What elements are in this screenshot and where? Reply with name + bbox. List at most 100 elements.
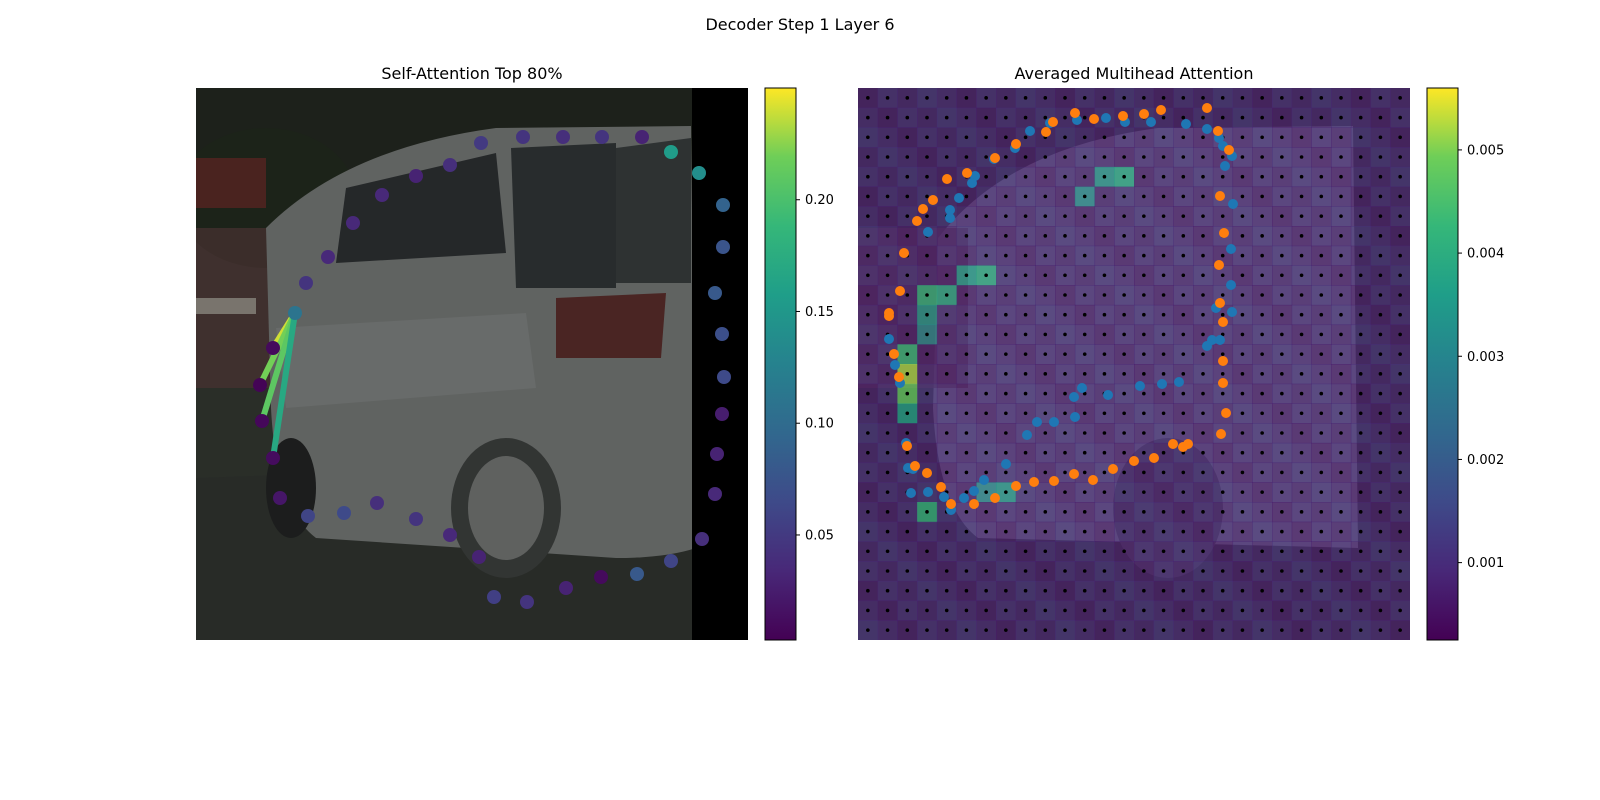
- grid-dot: [1142, 431, 1146, 435]
- grid-dot: [1339, 628, 1343, 632]
- grid-dot: [1339, 332, 1343, 337]
- grid-dot: [1082, 234, 1087, 238]
- grid-dot: [984, 549, 988, 554]
- grid-dot: [984, 431, 988, 435]
- sample-point-blue: [1181, 119, 1191, 129]
- grid-dot: [1280, 431, 1284, 435]
- grid-dot: [1201, 490, 1205, 494]
- grid-dot: [1260, 293, 1264, 297]
- grid-dot: [1161, 529, 1166, 534]
- grid-dot: [1082, 608, 1087, 613]
- grid-dot: [1240, 135, 1245, 140]
- grid-dot: [1102, 293, 1107, 297]
- grid-dot: [925, 96, 929, 100]
- grid-dot: [1398, 510, 1402, 514]
- grid-dot: [1319, 135, 1324, 140]
- grid-dot: [905, 450, 910, 455]
- sample-point-orange: [1149, 453, 1159, 463]
- sample-point-orange: [1118, 111, 1128, 121]
- grid-dot: [1082, 332, 1087, 337]
- grid-dot: [1181, 174, 1186, 179]
- sample-point-blue: [1070, 412, 1080, 422]
- grid-dot: [1004, 155, 1008, 159]
- grid-dot: [1063, 510, 1067, 514]
- grid-dot: [1201, 431, 1205, 435]
- grid-dot: [1102, 588, 1107, 593]
- grid-dot: [1220, 312, 1225, 317]
- grid-dot: [1043, 273, 1048, 278]
- sample-point-blue: [1025, 126, 1035, 136]
- grid-dot: [984, 174, 988, 179]
- sample-point-orange: [946, 499, 956, 509]
- grid-dot: [984, 312, 988, 317]
- grid-dot: [1043, 155, 1048, 159]
- grid-dot: [1240, 411, 1245, 416]
- grid-dot: [866, 490, 870, 494]
- grid-dot: [1122, 352, 1126, 356]
- grid-dot: [1260, 470, 1264, 475]
- grid-dot: [1102, 312, 1107, 317]
- grid-dot: [1398, 312, 1402, 317]
- grid-dot: [1122, 214, 1126, 218]
- grid-dot: [1280, 391, 1284, 396]
- grid-dot: [1319, 115, 1324, 120]
- grid-dot: [1102, 450, 1107, 455]
- grid-dot: [1319, 194, 1324, 199]
- grid-dot: [1398, 549, 1402, 554]
- grid-dot: [905, 608, 910, 613]
- colorbar-tick-label: 0.001: [1467, 556, 1504, 571]
- grid-dot: [866, 588, 870, 593]
- grid-dot: [1063, 391, 1067, 396]
- sample-point-orange: [1219, 228, 1229, 238]
- grid-dot: [1063, 569, 1067, 573]
- grid-dot: [1063, 293, 1067, 297]
- grid-dot: [1220, 510, 1225, 514]
- grid-dot: [1280, 490, 1284, 494]
- grid-dot: [1319, 155, 1324, 159]
- grid-dot: [1201, 510, 1205, 514]
- colorbar-tick-label: 0.10: [805, 417, 834, 432]
- sample-point-blue: [884, 334, 894, 344]
- grid-dot: [964, 115, 969, 120]
- grid-dot: [1004, 293, 1008, 297]
- grid-dot: [964, 411, 969, 416]
- grid-dot: [1339, 549, 1343, 554]
- grid-dot: [1201, 372, 1205, 376]
- grid-dot: [1161, 214, 1166, 218]
- grid-dot: [1063, 312, 1067, 317]
- grid-dot: [1181, 628, 1186, 632]
- grid-dot: [1102, 628, 1107, 632]
- grid-dot: [1142, 490, 1146, 494]
- grid-dot: [944, 450, 949, 455]
- token-point: [487, 590, 501, 604]
- grid-dot: [984, 115, 988, 120]
- sample-point-blue: [939, 492, 949, 502]
- grid-dot: [1358, 391, 1363, 396]
- grid-dot: [1358, 470, 1363, 475]
- grid-dot: [1043, 569, 1048, 573]
- grid-dot: [1142, 391, 1146, 396]
- grid-dot: [1319, 273, 1324, 278]
- grid-dot: [1280, 352, 1284, 356]
- grid-dot: [1398, 253, 1402, 258]
- token-point: [253, 378, 267, 392]
- grid-dot: [1181, 155, 1186, 159]
- token-point: [321, 250, 335, 264]
- grid-dot: [944, 372, 949, 376]
- figure-title: Decoder Step 1 Layer 6: [705, 15, 894, 34]
- grid-dot: [1240, 608, 1245, 613]
- grid-dot: [925, 628, 929, 632]
- grid-dot: [1063, 234, 1067, 238]
- grid-dot: [1023, 450, 1028, 455]
- sample-point-blue: [959, 493, 969, 503]
- sample-point-blue: [1227, 307, 1237, 317]
- grid-dot: [1240, 96, 1245, 100]
- token-point: [255, 414, 269, 428]
- grid-dot: [944, 470, 949, 475]
- grid-dot: [1063, 253, 1067, 258]
- grid-dot: [964, 391, 969, 396]
- sample-point-orange: [902, 441, 912, 451]
- grid-dot: [1142, 470, 1146, 475]
- grid-dot: [1398, 608, 1402, 613]
- token-point: [288, 306, 302, 320]
